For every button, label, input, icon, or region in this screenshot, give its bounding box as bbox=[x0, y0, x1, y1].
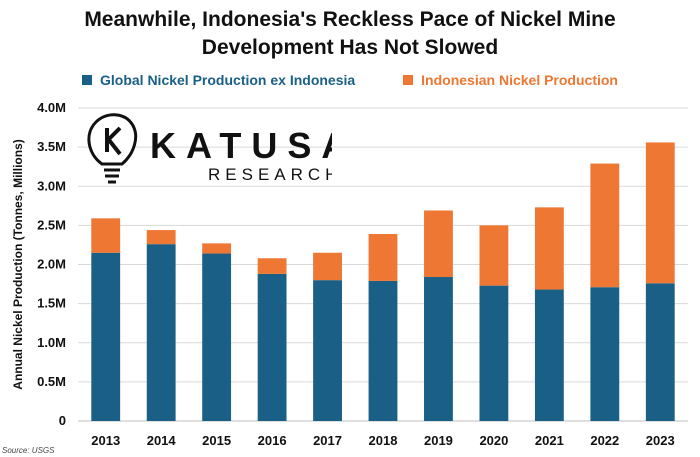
y-tick-label: 0 bbox=[59, 413, 66, 428]
chart-title-line-1: Meanwhile, Indonesia's Reckless Pace of … bbox=[84, 8, 616, 31]
bar-global-2013 bbox=[91, 252, 121, 421]
x-tick-label: 2022 bbox=[590, 433, 619, 448]
bar-global-2023 bbox=[645, 283, 675, 421]
x-tick-label: 2017 bbox=[313, 433, 342, 448]
x-tick-label: 2015 bbox=[202, 433, 231, 448]
bar-global-2014 bbox=[146, 244, 176, 421]
katusa-logo: KATUSA RESEARCH bbox=[87, 113, 332, 184]
legend-item-indonesia: Indonesian Nickel Production bbox=[403, 72, 618, 88]
bar-indonesia-2017 bbox=[313, 252, 342, 281]
x-tick-label: 2023 bbox=[646, 433, 675, 448]
bar-indonesia-2019 bbox=[424, 210, 453, 278]
bar-indonesia-2023 bbox=[645, 142, 675, 284]
bar-indonesia-2020 bbox=[479, 225, 509, 286]
x-tick-label: 2013 bbox=[91, 433, 120, 448]
bar-indonesia-2014 bbox=[146, 230, 176, 245]
legend-item-global: Global Nickel Production ex Indonesia bbox=[82, 72, 355, 88]
legend-swatch-global bbox=[82, 75, 92, 85]
legend-label-indonesia: Indonesian Nickel Production bbox=[421, 72, 618, 88]
legend-swatch-indonesia bbox=[403, 75, 414, 85]
bar-global-2015 bbox=[202, 253, 232, 421]
y-axis-label: Annual Nickel Production (Tonnes, Millio… bbox=[11, 139, 25, 389]
bar-global-2018 bbox=[368, 280, 398, 421]
legend-label-global: Global Nickel Production ex Indonesia bbox=[100, 72, 356, 88]
bar-global-2021 bbox=[534, 289, 564, 421]
bar-indonesia-2015 bbox=[202, 243, 232, 254]
bar-indonesia-2021 bbox=[534, 207, 564, 290]
x-tick-label: 2021 bbox=[535, 433, 564, 448]
x-tick-label: 2014 bbox=[147, 433, 177, 448]
bar-global-2022 bbox=[590, 287, 620, 421]
y-tick-label: 3.0M bbox=[37, 178, 66, 193]
bar-indonesia-2016 bbox=[257, 258, 287, 274]
x-tick-label: 2018 bbox=[369, 433, 398, 448]
y-tick-label: 1.5M bbox=[37, 296, 66, 311]
y-tick-label: 3.5M bbox=[37, 139, 66, 154]
y-tick-label: 0.5M bbox=[37, 374, 66, 389]
source-note: Source: USGS bbox=[2, 446, 55, 455]
lightbulb-icon bbox=[87, 113, 138, 184]
bar-global-2020 bbox=[479, 285, 509, 421]
bar-global-2017 bbox=[313, 280, 342, 421]
logo-wordmark: KATUSA bbox=[150, 125, 332, 166]
y-tick-label: 2.0M bbox=[37, 257, 66, 272]
x-tick-label: 2020 bbox=[479, 433, 508, 448]
chart-title-line-2: Development Has Not Slowed bbox=[201, 36, 499, 59]
x-tick-label: 2016 bbox=[258, 433, 287, 448]
chart-legend: Global Nickel Production ex Indonesia In… bbox=[0, 72, 700, 88]
x-tick-label: 2019 bbox=[424, 433, 453, 448]
bar-global-2016 bbox=[257, 273, 287, 421]
chart-title: Meanwhile, Indonesia's Reckless Pace of … bbox=[0, 6, 700, 62]
bar-indonesia-2018 bbox=[368, 233, 398, 281]
bar-global-2019 bbox=[424, 277, 453, 421]
y-tick-label: 2.5M bbox=[37, 217, 66, 232]
logo-subtitle: RESEARCH bbox=[208, 165, 332, 184]
y-tick-label: 4.0M bbox=[37, 100, 66, 115]
y-tick-label: 1.0M bbox=[37, 335, 66, 350]
bar-indonesia-2013 bbox=[91, 218, 121, 253]
bar-indonesia-2022 bbox=[590, 163, 620, 288]
